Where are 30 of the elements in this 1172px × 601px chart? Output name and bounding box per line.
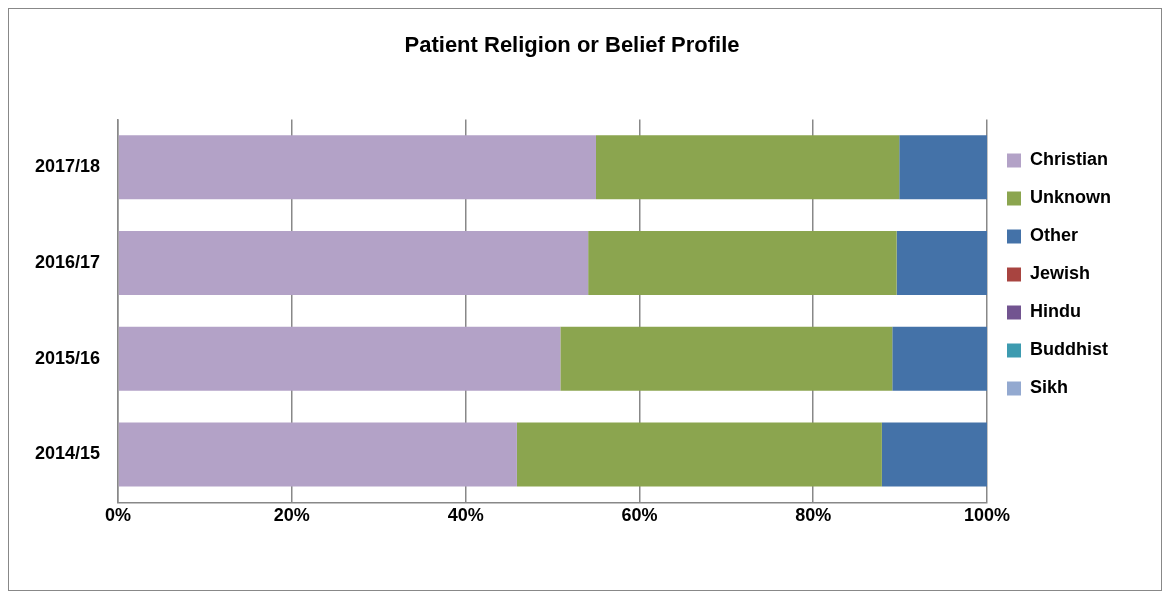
legend-label: Unknown <box>1030 187 1112 208</box>
x-tick-label: 60% <box>621 505 658 526</box>
bar <box>881 422 988 487</box>
bar <box>516 422 882 487</box>
y-tick-label: 2014/15 <box>34 443 101 464</box>
legend-label: Other <box>1030 225 1079 246</box>
y-tick-label: 2017/18 <box>34 156 101 177</box>
x-tick-label: 100% <box>963 505 1011 526</box>
legend-label: Buddhist <box>1030 339 1109 360</box>
y-tick-label: 2015/16 <box>34 347 101 368</box>
bar <box>899 135 988 200</box>
bar <box>892 326 988 391</box>
chart-title: Patient Religion or Belief Profile <box>404 32 740 58</box>
legend-label: Christian <box>1030 149 1109 170</box>
bar <box>588 230 897 296</box>
bar <box>595 135 900 200</box>
bar <box>896 230 988 296</box>
legend-label: Sikh <box>1030 377 1069 398</box>
bar <box>118 135 596 200</box>
x-tick-label: 40% <box>447 505 484 526</box>
bar <box>118 422 517 487</box>
bar <box>118 230 589 296</box>
bar <box>118 326 561 391</box>
y-tick-label: 2016/17 <box>34 251 101 272</box>
x-tick-label: 80% <box>795 505 832 526</box>
legend-label: Jewish <box>1030 263 1091 284</box>
x-tick-label: 20% <box>273 505 310 526</box>
x-tick-label: 0% <box>105 505 132 526</box>
bar <box>560 326 893 391</box>
legend-label: Hindu <box>1030 301 1082 322</box>
